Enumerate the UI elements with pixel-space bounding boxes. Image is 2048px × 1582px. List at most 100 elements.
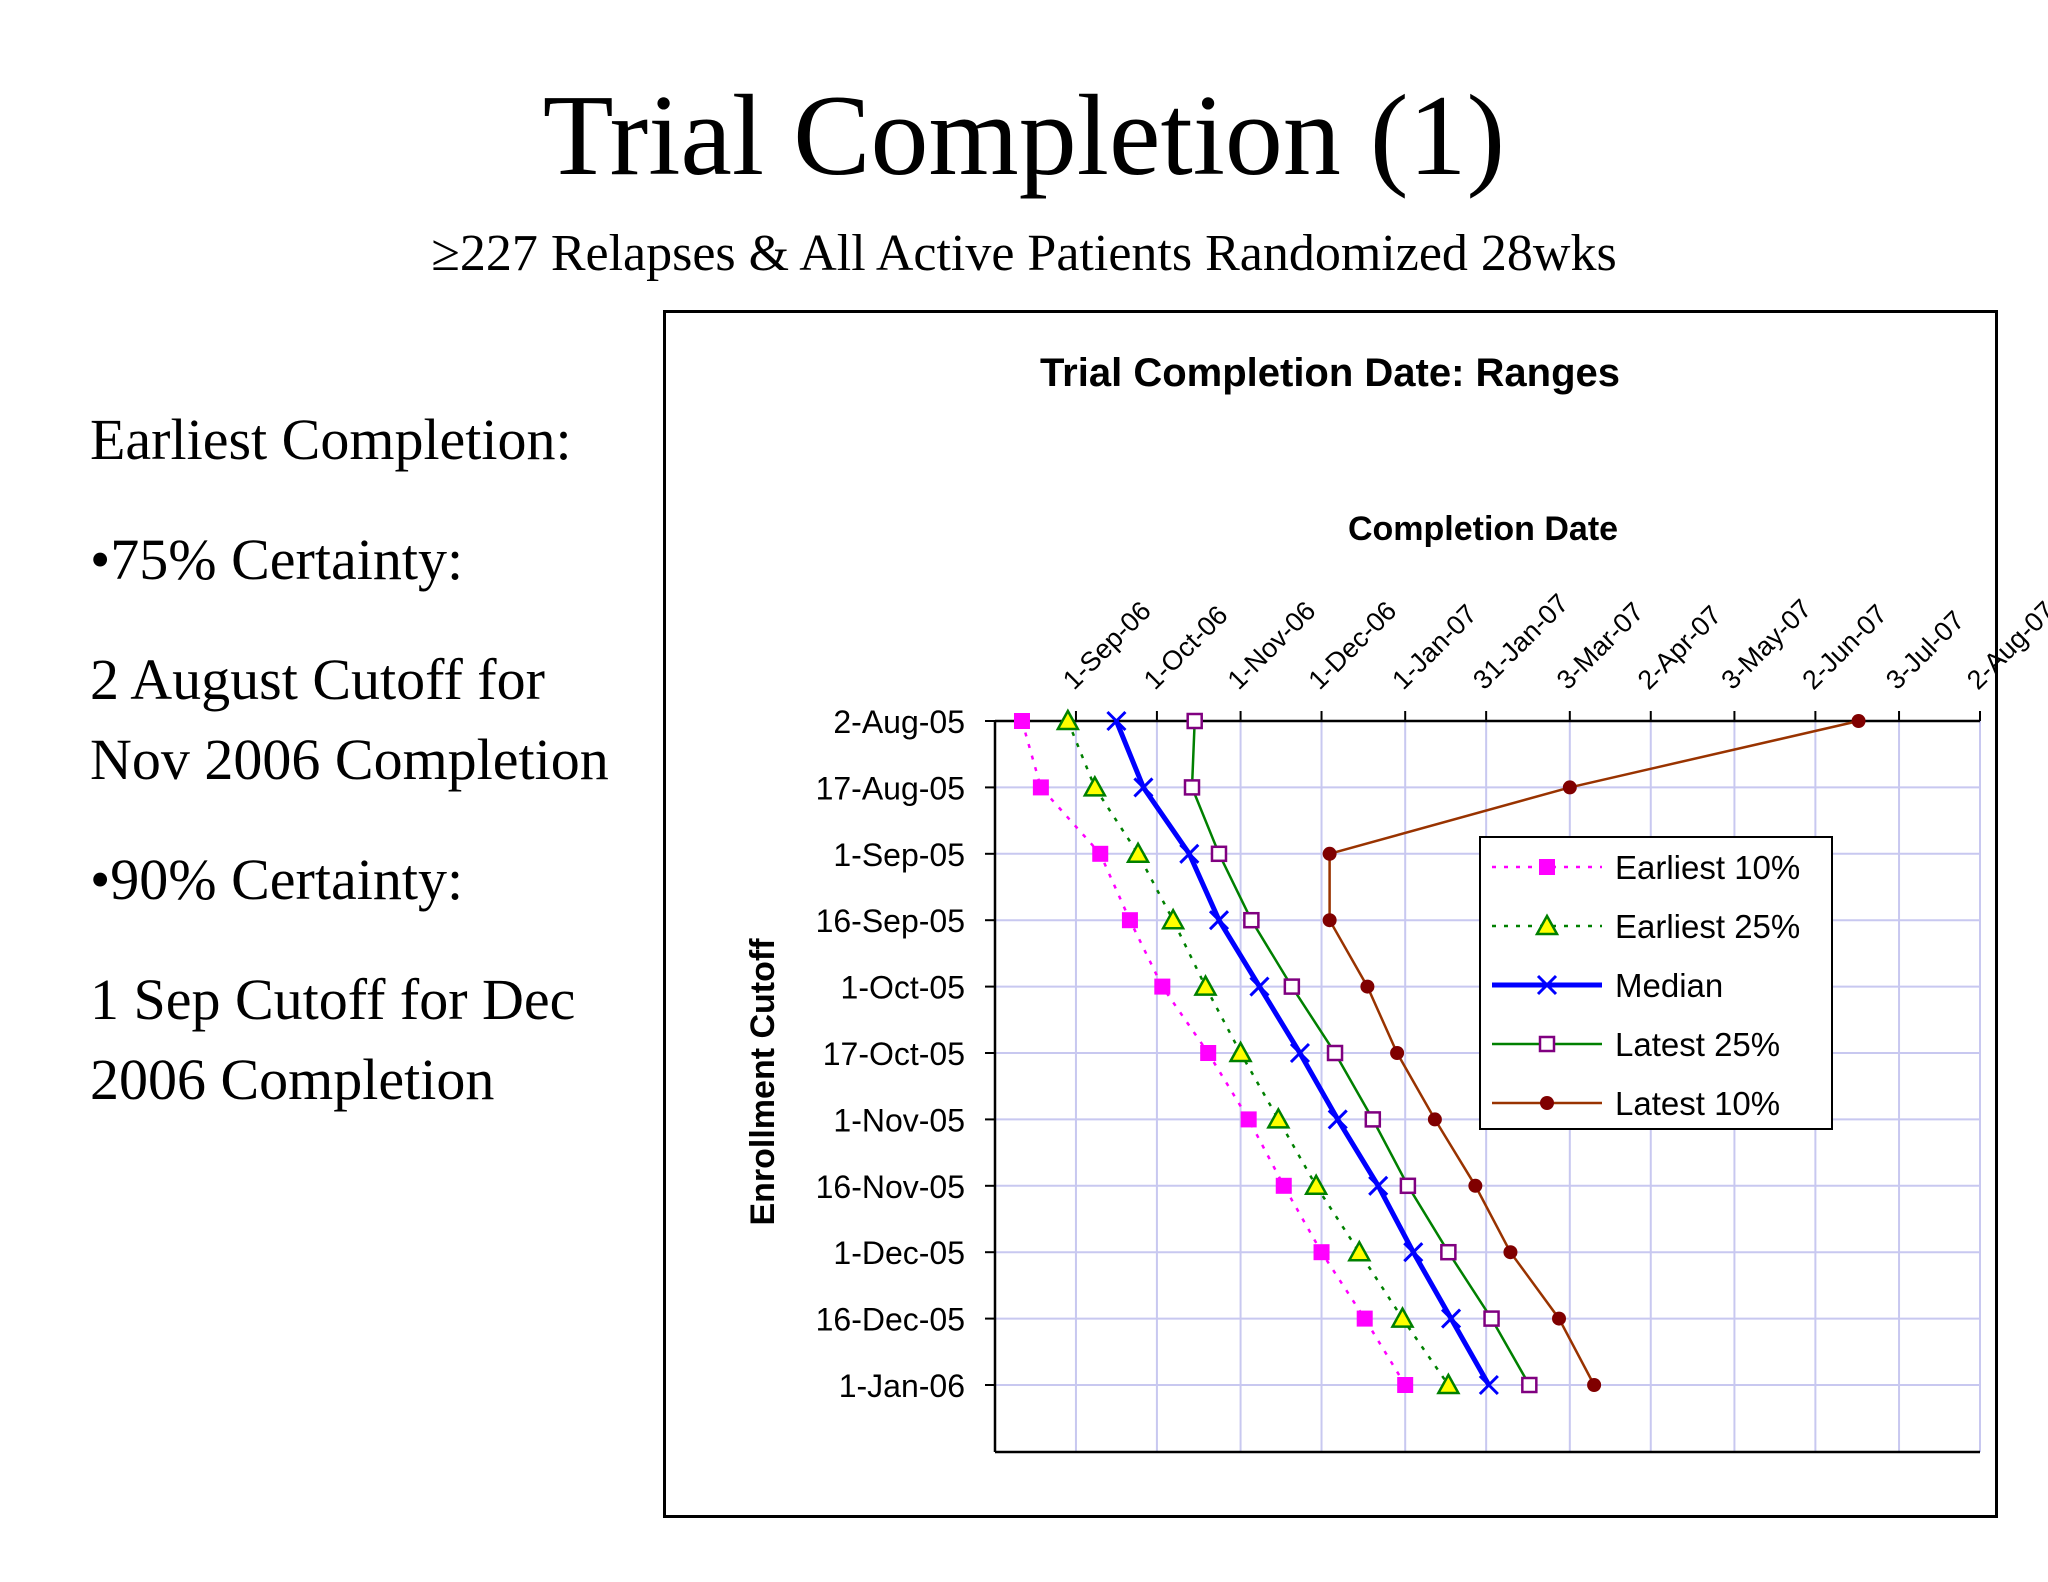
series-earliest-10 [1013, 713, 1414, 1393]
x-tick-label: 3-Jul-07 [1880, 605, 1970, 695]
data-point-open-square [1326, 1044, 1344, 1062]
data-point-circle [1390, 1046, 1405, 1060]
x-tick-label: 2-Apr-07 [1632, 600, 1727, 695]
y-tick-label: 1-Jan-06 [839, 1368, 965, 1404]
left-text-line: 1 Sep Cutoff for Dec 2006 Completion [90, 967, 576, 1112]
legend-label: Earliest 10% [1615, 849, 1800, 886]
data-point-circle [1562, 780, 1577, 795]
data-point-circle [1322, 913, 1337, 928]
data-point-triangle [1390, 1306, 1415, 1328]
data-point-triangle [1266, 1106, 1291, 1129]
data-point-open-square [1210, 845, 1228, 863]
y-tick-label: 1-Oct-05 [841, 970, 965, 1006]
axes [985, 711, 1981, 1454]
data-point-square [1200, 1045, 1217, 1061]
data-point-triangle [1347, 1239, 1372, 1262]
data-point-square [1397, 1377, 1414, 1393]
data-point-circle [1851, 714, 1866, 728]
data-point-circle [1552, 1311, 1567, 1326]
data-point-square [1275, 1177, 1292, 1194]
data-point-x [1208, 910, 1230, 931]
y-tick-label: 2-Aug-05 [833, 704, 965, 740]
data-point-x [1179, 843, 1200, 864]
data-point-open-square [1283, 978, 1301, 995]
data-point-open-square [1440, 1243, 1457, 1261]
left-text-line: Earliest Completion: [90, 407, 572, 472]
data-point-triangle [1160, 907, 1186, 930]
slide-subtitle: ≥227 Relapses & All Active Patients Rand… [431, 225, 1617, 282]
data-point-x [1368, 1175, 1389, 1196]
chart-frame [663, 310, 1998, 1518]
data-point-x [1441, 1308, 1462, 1329]
y-tick-label: 1-Nov-05 [833, 1102, 965, 1138]
left-text-line: 2 August Cutoff for Nov 2006 Completion [90, 647, 609, 792]
data-point-open-square [1183, 779, 1201, 796]
data-point-triangle [1228, 1040, 1253, 1063]
data-point-x [1133, 777, 1154, 798]
series-median [1106, 710, 1499, 1396]
data-point-circle [1468, 1178, 1483, 1193]
data-point-x [1249, 976, 1270, 997]
data-point-triangle [1082, 774, 1107, 797]
legend-label: Earliest 25% [1615, 908, 1800, 945]
data-point-triangle [1304, 1173, 1329, 1196]
left-text-line: •75% Certainty: [90, 527, 464, 592]
data-point-x [1536, 974, 1558, 996]
data-point-circle [1322, 846, 1337, 861]
data-point-square [1121, 912, 1138, 929]
data-point-square [1013, 713, 1030, 729]
data-point-square [1240, 1111, 1257, 1128]
y-tick-label: 17-Aug-05 [816, 770, 965, 806]
data-point-square [1539, 859, 1555, 875]
data-point-triangle [1436, 1372, 1461, 1395]
y-tick-label: 1-Sep-05 [833, 837, 965, 873]
data-point-square [1032, 779, 1049, 796]
x-tick-label: 1-Dec-06 [1303, 596, 1403, 696]
series-earliest-25 [1055, 708, 1461, 1395]
y-tick-labels: 2-Aug-05 17-Aug-05 1-Sep-05 16-Sep-05 1-Oct-… [816, 704, 965, 1404]
series-latest-10 [1322, 714, 1866, 1392]
x-tick-label: 1-Nov-06 [1222, 596, 1322, 696]
left-text-block: Earliest Completion: •75% Certainty: 2 A… [90, 400, 650, 1160]
data-point-square [1092, 845, 1109, 862]
data-point-triangle [1534, 913, 1560, 936]
data-point-triangle [1125, 841, 1151, 864]
data-point-circle [1427, 1112, 1442, 1127]
y-tick-label: 16-Nov-05 [816, 1169, 965, 1205]
legend-label: Latest 25% [1615, 1026, 1780, 1063]
legend-label: Median [1615, 967, 1723, 1004]
legend-label: Latest 10% [1615, 1085, 1780, 1122]
x-tick-label: 1-Sep-06 [1057, 595, 1157, 695]
data-point-square [1154, 978, 1171, 995]
data-point-circle [1360, 979, 1375, 994]
y-tick-label: 16-Dec-05 [816, 1302, 965, 1338]
y-tick-label: 17-Oct-05 [823, 1036, 965, 1072]
data-point-open-square [1399, 1177, 1417, 1195]
data-point-circle [1587, 1378, 1602, 1392]
data-point-x [1327, 1109, 1348, 1130]
data-point-triangle [1055, 708, 1080, 731]
chart-title: Trial Completion Date: Ranges [1040, 351, 1620, 395]
data-point-x [1403, 1242, 1424, 1263]
series [1013, 708, 1866, 1396]
series-latest-25 [1183, 712, 1538, 1394]
data-point-square [1313, 1244, 1330, 1261]
slide-title: Trial Completion (1) [542, 72, 1506, 200]
data-point-open-square [1186, 712, 1203, 730]
data-point-x [1289, 1042, 1311, 1064]
data-point-open-square [1364, 1111, 1382, 1128]
x-tick-label: 1-Jan-07 [1386, 599, 1483, 696]
y-axis-label: Enrollment Cutoff [744, 938, 782, 1226]
data-point-open-square [1521, 1376, 1538, 1394]
data-point-circle [1540, 1096, 1554, 1110]
x-tick-labels: 1-Sep-061-Oct-061-Nov-061-Dec-061-Jan-07… [1057, 588, 2048, 695]
left-text-line: •90% Certainty: [90, 847, 464, 912]
y-tick-label: 16-Sep-05 [816, 903, 965, 939]
legend: Earliest 10% Earliest 25% Median Latest 25%… [1479, 836, 1833, 1130]
data-point-x [1478, 1374, 1499, 1396]
x-axis-label: Completion Date [1348, 510, 1618, 548]
data-point-x [1106, 710, 1127, 732]
x-tick-label: 2-Aug-07 [1961, 595, 2048, 695]
data-point-triangle [1193, 974, 1218, 996]
